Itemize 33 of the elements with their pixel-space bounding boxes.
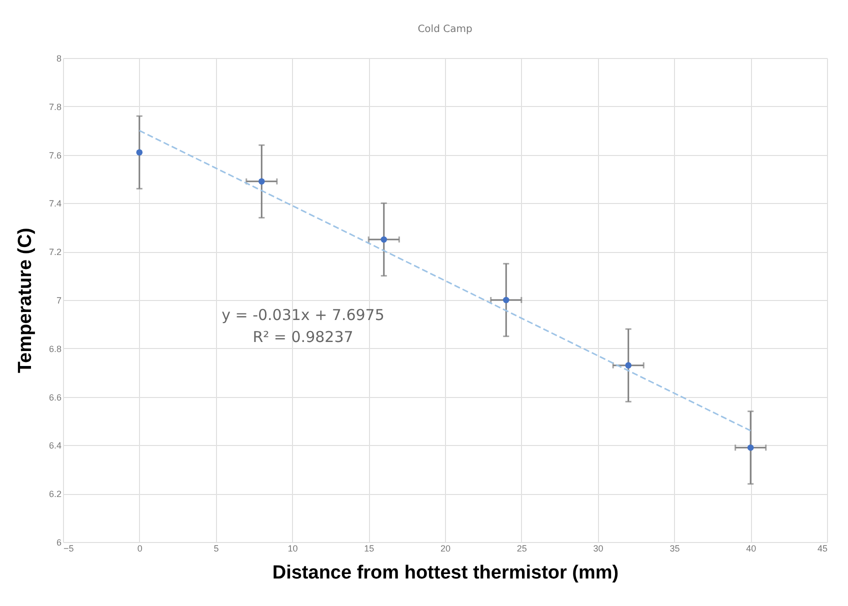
x-tick-label: 15: [364, 544, 374, 554]
y-tick-label: 7: [56, 296, 62, 306]
x-tick-label: −5: [64, 544, 74, 554]
x-tick-label: 35: [670, 544, 680, 554]
y-tick-label: 6.6: [48, 392, 62, 402]
x-tick-label: 30: [593, 544, 604, 554]
point: [136, 149, 143, 156]
y-axis-title: Temperature (C): [14, 228, 36, 374]
point: [502, 296, 510, 304]
x-tick-label: 45: [817, 544, 828, 554]
x-tick-label: 5: [214, 544, 219, 554]
y-tick-label: 7.2: [48, 247, 62, 258]
annotation: R² = 0.98237: [252, 328, 354, 346]
x-tick-label: 0: [137, 544, 142, 554]
y-tick-label: 7.6: [48, 150, 62, 160]
chart-title: Cold Camp: [418, 24, 472, 35]
y-tick-label: 7.8: [48, 102, 62, 112]
x-tick-label: 25: [516, 544, 527, 554]
y-tick-label: 7.4: [48, 198, 62, 209]
y-tick-label: 6.4: [48, 440, 62, 451]
annotation: y = -0.031x + 7.6975: [222, 306, 384, 324]
x-tick-label: 40: [746, 544, 756, 554]
y-tick-label: 6: [56, 538, 62, 548]
y-tick-label: 6.8: [48, 344, 62, 354]
point: [258, 178, 265, 185]
point: [625, 362, 632, 368]
x-axis-title: Distance from hottest thermistor (mm): [272, 562, 619, 584]
y-tick-label: 6.2: [48, 489, 62, 500]
point: [380, 236, 388, 243]
x-tick-label: 10: [288, 544, 298, 554]
y-tick-label: 8: [56, 54, 62, 64]
x-tick-label: 20: [440, 544, 451, 554]
point: [747, 444, 754, 451]
